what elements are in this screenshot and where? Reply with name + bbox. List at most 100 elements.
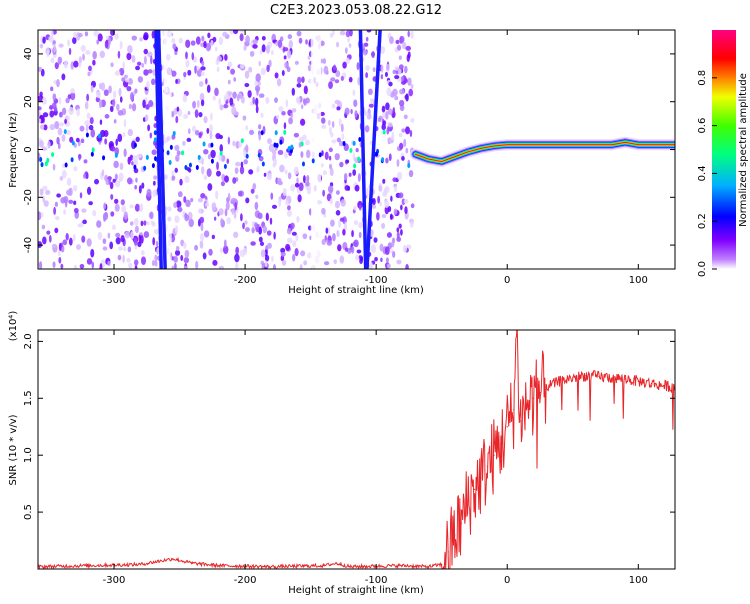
hotspot xyxy=(240,138,244,144)
noise-speckle xyxy=(345,57,350,65)
noise-speckle xyxy=(333,259,337,265)
hotspot xyxy=(39,157,43,163)
noise-speckle xyxy=(134,184,137,190)
noise-speckle xyxy=(203,148,209,155)
noise-speckle xyxy=(97,231,103,241)
noise-speckle xyxy=(376,211,380,221)
noise-speckle xyxy=(171,70,177,77)
noise-speckle xyxy=(347,185,351,191)
hotspot xyxy=(91,147,95,153)
noise-speckle xyxy=(73,60,79,68)
snr-point xyxy=(441,563,443,566)
noise-gap xyxy=(310,30,322,269)
noise-speckle xyxy=(198,132,202,139)
noise-speckle xyxy=(173,201,178,209)
snr-point xyxy=(663,385,666,387)
noise-speckle xyxy=(387,108,393,115)
noise-speckle xyxy=(284,151,288,159)
noise-speckle xyxy=(174,215,180,224)
noise-speckle xyxy=(102,246,108,251)
noise-speckle xyxy=(210,149,216,159)
noise-speckle xyxy=(206,84,211,93)
noise-speckle xyxy=(338,118,342,127)
noise-speckle xyxy=(70,88,75,94)
noise-speckle xyxy=(392,177,397,183)
noise-speckle xyxy=(207,183,213,191)
noise-speckle xyxy=(335,190,340,195)
noise-speckle xyxy=(155,240,159,247)
noise-speckle xyxy=(177,191,183,198)
noise-speckle xyxy=(341,133,345,140)
noise-speckle xyxy=(82,53,85,61)
noise-speckle xyxy=(55,216,60,221)
noise-speckle xyxy=(183,113,189,119)
noise-speckle xyxy=(355,254,360,261)
noise-speckle xyxy=(235,161,241,167)
noise-speckle xyxy=(151,30,155,39)
noise-speckle xyxy=(389,36,394,45)
noise-speckle xyxy=(143,55,147,65)
noise-speckle xyxy=(112,224,116,231)
noise-speckle xyxy=(405,263,409,269)
noise-speckle xyxy=(131,35,138,41)
noise-speckle xyxy=(143,48,149,55)
noise-speckle xyxy=(53,44,56,53)
noise-speckle xyxy=(141,63,145,68)
noise-speckle xyxy=(212,259,218,266)
noise-speckle xyxy=(59,122,65,127)
noise-speckle xyxy=(396,171,403,181)
noise-speckle xyxy=(117,50,121,59)
noise-speckle xyxy=(326,240,333,246)
noise-speckle xyxy=(266,230,272,236)
noise-speckle xyxy=(226,65,230,71)
snr-x-label: Height of straight line (km) xyxy=(288,585,424,596)
noise-speckle xyxy=(61,134,66,142)
noise-speckle xyxy=(280,251,286,257)
noise-speckle xyxy=(244,70,250,79)
noise-speckle xyxy=(340,199,346,207)
noise-speckle xyxy=(146,80,150,90)
hotspot xyxy=(63,129,67,135)
noise-speckle xyxy=(73,200,77,206)
noise-speckle xyxy=(107,232,111,239)
noise-speckle xyxy=(339,255,345,264)
noise-speckle xyxy=(370,97,374,104)
noise-speckle xyxy=(255,97,259,107)
noise-speckle xyxy=(231,208,235,215)
noise-speckle xyxy=(50,57,55,64)
noise-speckle xyxy=(201,60,205,67)
hotspot xyxy=(382,129,386,135)
noise-speckle xyxy=(97,33,103,42)
noise-speckle xyxy=(332,64,337,71)
noise-speckle xyxy=(327,185,334,193)
noise-speckle xyxy=(357,76,361,86)
snr-point xyxy=(500,443,502,445)
noise-speckle xyxy=(114,198,119,204)
noise-speckle xyxy=(271,204,278,209)
noise-speckle xyxy=(383,187,388,196)
x-tick-label: -300 xyxy=(103,575,126,586)
noise-speckle xyxy=(143,69,149,76)
noise-speckle xyxy=(131,103,137,112)
noise-speckle xyxy=(90,248,95,258)
noise-speckle xyxy=(98,82,103,90)
noise-speckle xyxy=(278,106,284,112)
noise-speckle xyxy=(242,115,247,121)
snr-point xyxy=(427,566,430,568)
noise-speckle xyxy=(271,49,274,56)
noise-speckle xyxy=(203,116,208,124)
noise-speckle xyxy=(56,78,60,88)
noise-speckle xyxy=(178,37,183,44)
hotspot xyxy=(143,165,147,171)
noise-speckle xyxy=(263,172,267,177)
hotspot xyxy=(168,160,172,166)
snr-point xyxy=(349,566,351,568)
noise-speckle xyxy=(353,99,358,108)
noise-speckle xyxy=(243,45,247,51)
noise-speckle xyxy=(223,104,229,109)
snr-point xyxy=(526,403,528,405)
noise-speckle xyxy=(206,127,210,134)
noise-speckle xyxy=(305,181,310,187)
noise-speckle xyxy=(138,234,142,244)
noise-speckle xyxy=(350,108,353,115)
